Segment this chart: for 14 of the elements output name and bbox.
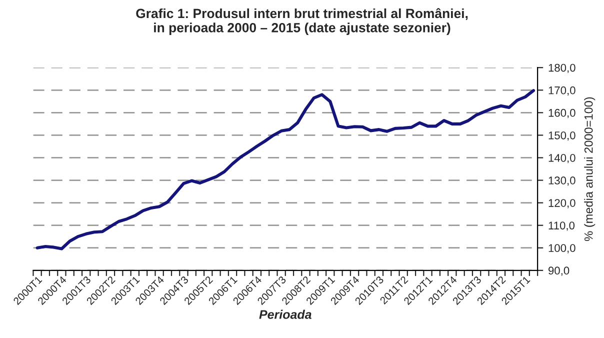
y-tick-label: 90,0 bbox=[548, 266, 570, 276]
x-axis-title: Perioada bbox=[259, 310, 312, 319]
y-tick-label: 170,0 bbox=[548, 86, 576, 96]
y-tick-label: 140,0 bbox=[548, 154, 576, 164]
y-tick-label: 110,0 bbox=[548, 222, 575, 231]
y-tick-label: 120,0 bbox=[548, 199, 576, 208]
y-axis-title: % (media anului 2000=100) bbox=[584, 97, 596, 241]
chart-title: Grafic 1: Produsul intern brut trimestrial al României, in perioada 2000 – 2015 (date ajustate sezonier) bbox=[136, 8, 468, 35]
y-tick-label: 180,0 bbox=[548, 64, 576, 74]
y-tick-label: 130,0 bbox=[548, 176, 576, 186]
y-tick-label: 150,0 bbox=[548, 131, 576, 141]
line-series bbox=[36, 89, 536, 250]
y-tick-label: 160,0 bbox=[548, 108, 576, 118]
y-tick-label: 100,0 bbox=[548, 244, 576, 254]
